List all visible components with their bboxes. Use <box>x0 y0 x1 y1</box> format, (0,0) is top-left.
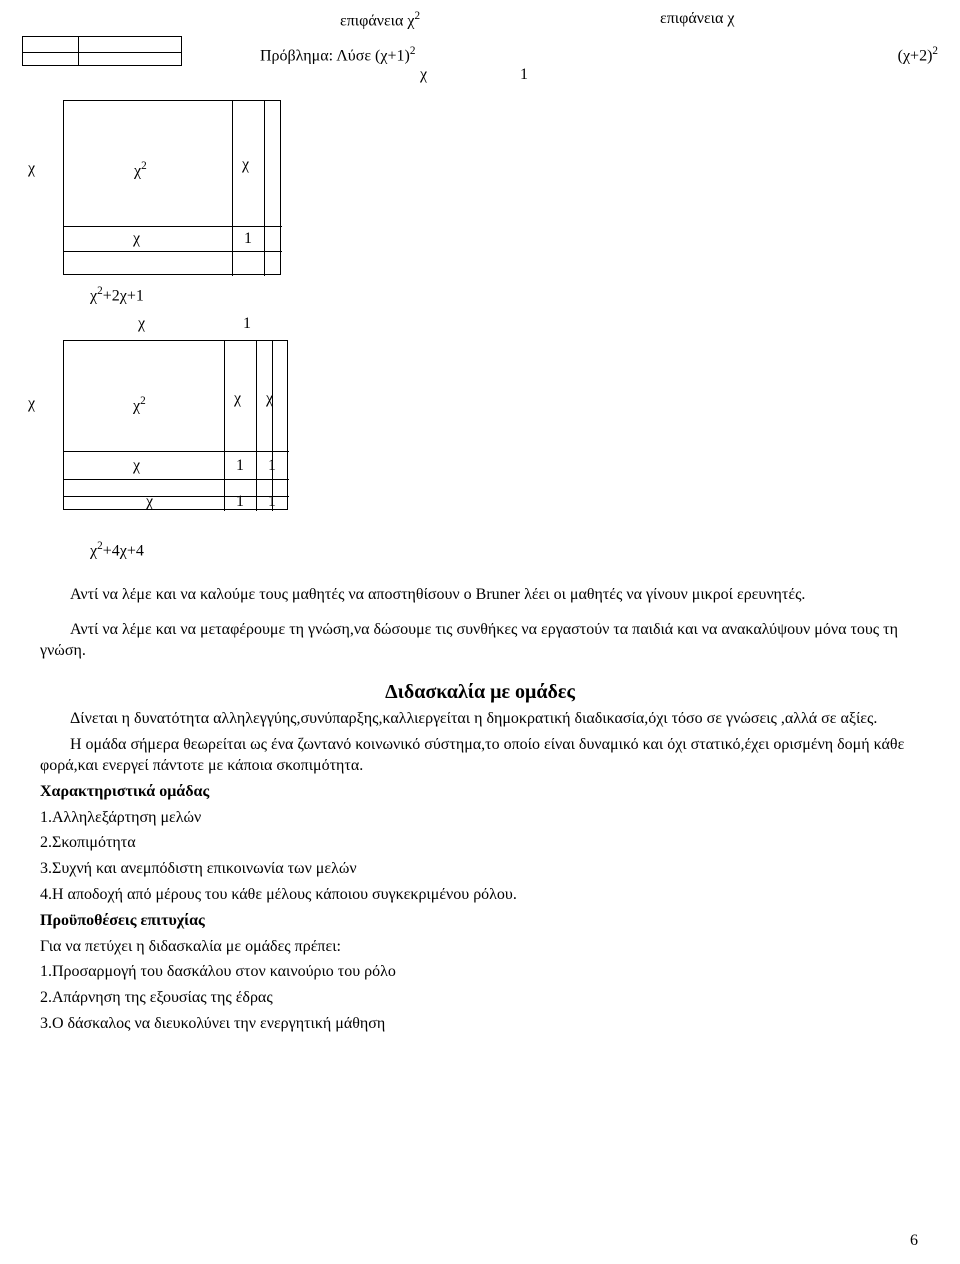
d2-chi-left: χ <box>28 395 35 413</box>
right-expression: (χ+2)2 <box>898 45 938 65</box>
d2-chi-squared: χ2 <box>133 395 146 415</box>
paragraph-3: Δίνεται η δυνατότητα αλληλεγγύης,συνύπαρ… <box>40 709 920 730</box>
d2-top-chi: χ <box>138 315 145 333</box>
d1-chi-squared: χ2 <box>134 160 147 180</box>
prerequisites-title: Προϋποθέσεις επιτυχίας <box>40 911 920 932</box>
d2-row2-one-b: 1 <box>268 457 276 475</box>
paragraph-4: Η ομάδα σήμερα θεωρείται ως ένα ζωντανό … <box>40 735 920 777</box>
d1-one: 1 <box>244 230 252 248</box>
d1-chi-left: χ <box>28 160 35 178</box>
d1-result: χ2+2χ+1 <box>90 285 144 305</box>
char-item-4: 4.Η αποδοχή από μέρους του κάθε μέλους κ… <box>40 885 920 906</box>
pre-item-3: 3.Ο δάσκαλος να διευκολύνει την ενεργητι… <box>40 1014 920 1035</box>
d2-row3-one-b: 1 <box>268 493 276 511</box>
d2-row2-one-a: 1 <box>236 457 244 475</box>
char-item-1: 1.Αλληλεξάρτηση μελών <box>40 808 920 829</box>
problem-text: Πρόβλημα: Λύσε (χ+1)2 <box>260 45 415 65</box>
pre-item-2: 2.Απάρνηση της εξουσίας της έδρας <box>40 988 920 1009</box>
d2-result: χ2+4χ+4 <box>90 540 144 560</box>
diagram-chi-plus-1-squared: χ χ2 χ χ 1 χ2+2χ+1 <box>28 100 268 290</box>
characteristics-title: Χαρακτηριστικά ομάδας <box>40 782 920 803</box>
d2-row3-chi: χ <box>146 493 153 511</box>
problem-below-chi: χ <box>420 66 427 84</box>
surface-chi2-label: επιφάνεια χ2 <box>340 10 420 30</box>
d2-row2-chi: χ <box>133 457 140 475</box>
paragraph-2: Αντί να λέμε και να μεταφέρουμε τη γνώση… <box>40 620 920 662</box>
pre-intro: Για να πετύχει η διδασκαλία με ομάδες πρ… <box>40 937 920 958</box>
char-item-3: 3.Συχνή και ανεμπόδιστη επικοινωνία των … <box>40 859 920 880</box>
d2-top-one: 1 <box>243 315 251 333</box>
surface-chi-label: επιφάνεια χ <box>660 10 734 28</box>
section-title: Διδασκαλία με ομάδες <box>40 679 920 705</box>
d1-chi-bottom: χ <box>133 230 140 248</box>
paragraph-1: Αντί να λέμε και να καλούμε τους μαθητές… <box>40 585 920 606</box>
d1-chi-right: χ <box>242 156 249 174</box>
d2-chi-right-2: χ <box>266 390 273 408</box>
d2-row3-one-a: 1 <box>236 493 244 511</box>
body-text: Αντί να λέμε και να καλούμε τους μαθητές… <box>40 585 920 1035</box>
char-item-2: 2.Σκοπιμότητα <box>40 833 920 854</box>
header-small-grid <box>22 36 182 66</box>
page-number: 6 <box>910 1232 918 1250</box>
d2-chi-right-1: χ <box>234 390 241 408</box>
diagram-chi-plus-2-squared: χ 1 χ χ2 χ χ χ 1 1 χ 1 1 χ2+4χ+4 <box>28 315 308 535</box>
pre-item-1: 1.Προσαρμογή του δασκάλου στον καινούριο… <box>40 962 920 983</box>
problem-below-one: 1 <box>520 66 528 84</box>
